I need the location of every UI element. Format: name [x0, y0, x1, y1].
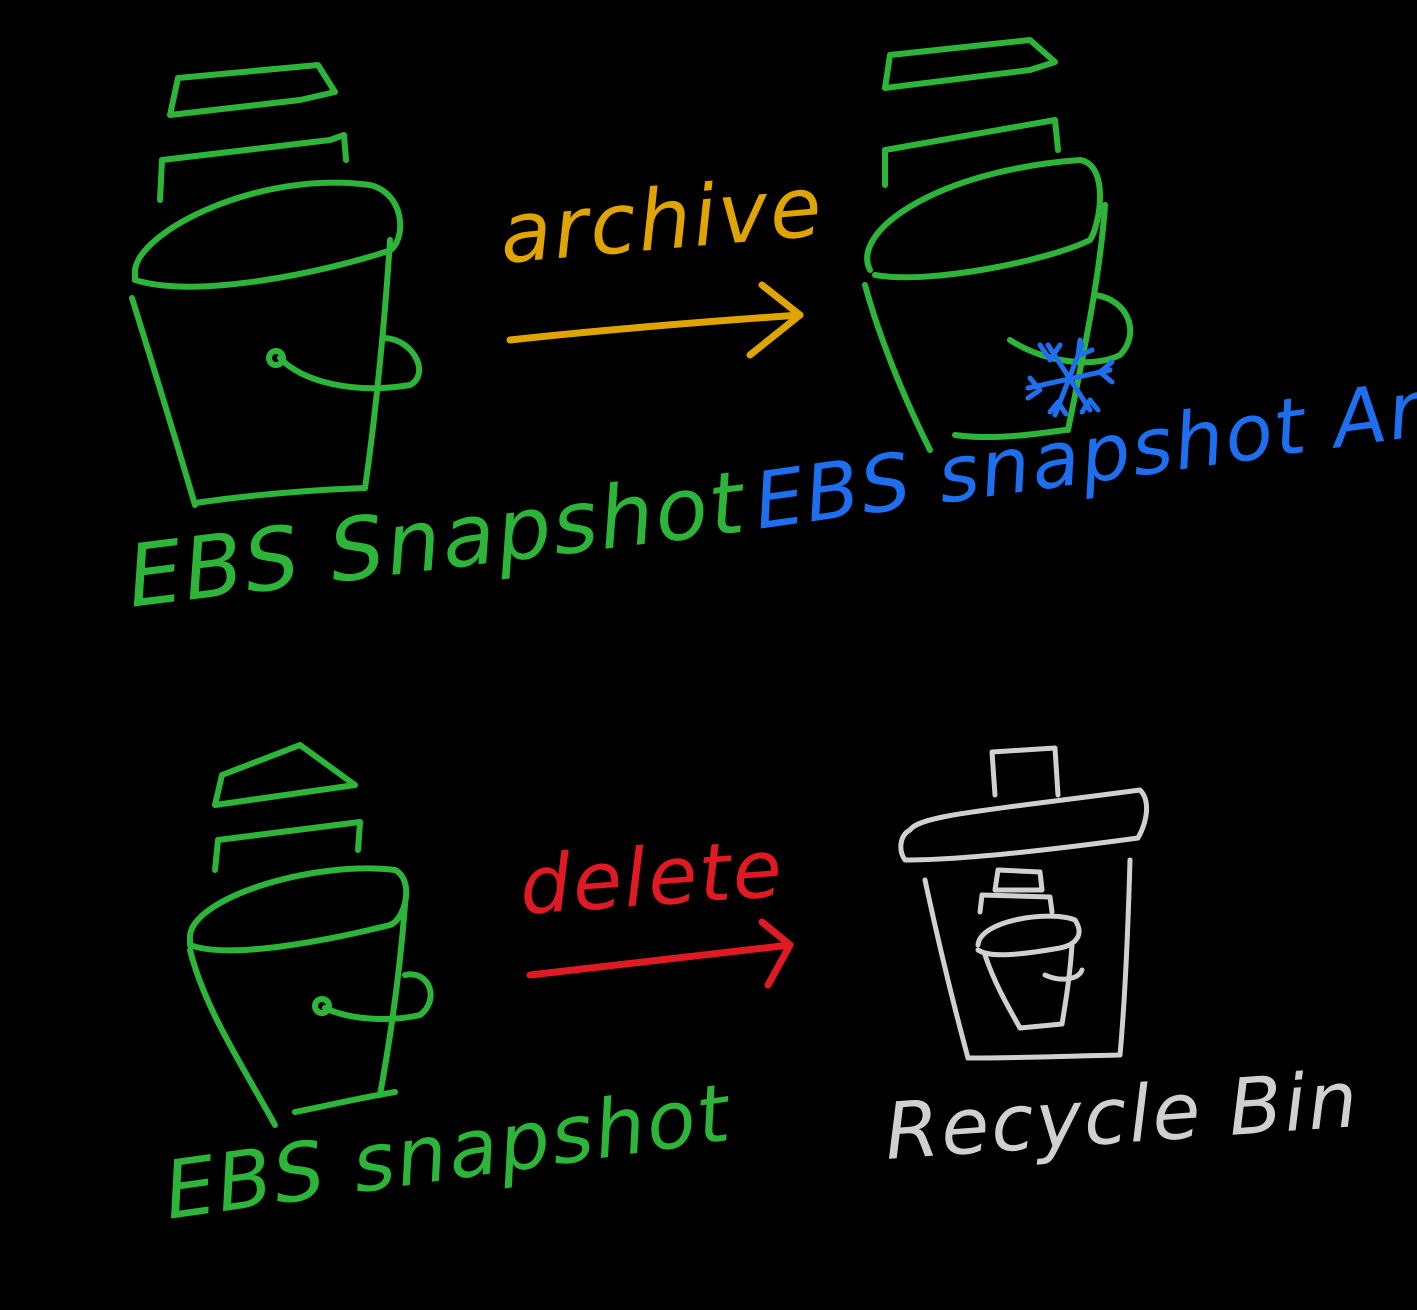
trash-bin-icon — [898, 745, 1149, 1061]
snowflake-icon — [1025, 337, 1115, 418]
bucket-icon — [129, 62, 423, 508]
bucket-icon — [862, 37, 1134, 453]
archive-arrow — [506, 281, 804, 359]
delete-arrow — [526, 918, 794, 989]
bucket-icon — [186, 742, 434, 1128]
edge-label-delete: delete — [516, 821, 787, 933]
